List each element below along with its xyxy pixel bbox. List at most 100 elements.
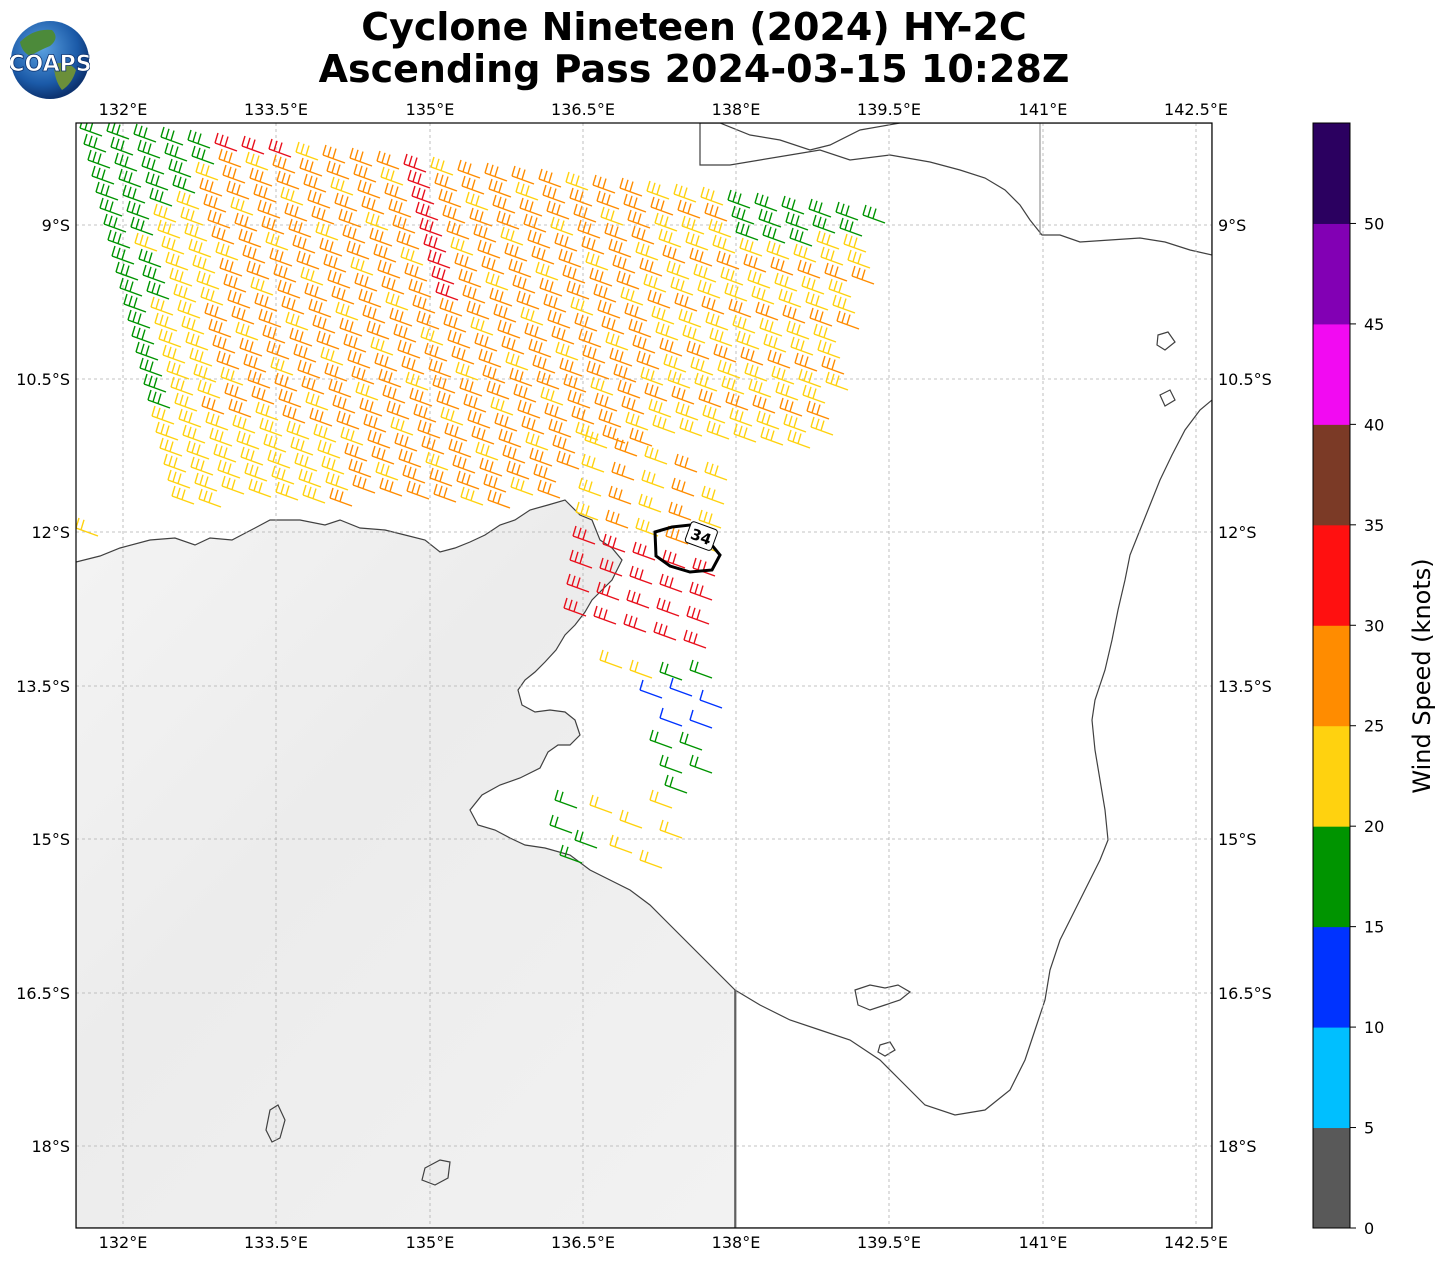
wind-barb [186,440,210,460]
wind-barb [543,293,567,313]
wind-barb [805,291,829,311]
wind-barb [146,280,170,300]
wind-barb [178,408,202,428]
wind-barb [324,362,348,382]
wind-barb [481,255,505,275]
wind-barb [294,452,318,472]
wind-barb [288,218,312,238]
wind-barb [678,308,702,328]
wind-barb [91,165,115,185]
lat-tick-label: 13.5°S [1218,677,1272,696]
wind-barb [209,427,233,447]
wind-barb [151,405,175,425]
wind-barb [332,394,356,414]
wind-barb [786,320,810,340]
wind-barb [700,186,724,206]
wind-barb [651,305,675,325]
wind-barb [502,444,526,464]
wind-barb [228,398,252,418]
wind-barb [721,375,745,395]
lat-tick-label: 12°S [31,523,70,542]
wind-barb [690,356,714,376]
wind-barb [808,198,832,218]
colorbar-segment [1313,1127,1350,1229]
lon-tick-label: 133.5°E [244,1233,308,1252]
wind-barb [423,233,447,253]
colorbar-tick-label: 0 [1364,1219,1374,1238]
wind-barb [107,229,131,249]
wind-barb [486,380,510,400]
wind-barb [574,312,598,332]
wind-barb [604,222,628,242]
wind-barb [299,157,323,177]
wind-barb [809,307,833,327]
wind-barb [316,330,340,350]
wind-barb [375,461,399,481]
wind-barb [562,264,586,284]
wind-barb [659,573,683,593]
colorbar-tick-label: 5 [1364,1119,1374,1138]
wind-barb [189,347,213,367]
wind-barb [135,341,159,361]
wind-barb [640,366,664,386]
wind-barb [154,312,178,332]
wind-barb [415,201,439,221]
wind-barb [336,410,360,430]
wind-barb [659,754,683,774]
wind-barb [766,240,790,260]
wind-barb [605,509,629,529]
wind-barb [171,485,195,505]
wind-barb [644,445,668,465]
wind-barb [83,133,107,153]
wind-barb [600,206,624,226]
wind-barb [847,249,871,269]
wind-barb [323,253,347,273]
wind-barb [828,278,852,298]
wind-barb [424,342,448,362]
wind-barb [195,161,219,181]
lat-tick-label: 16.5°S [1218,984,1272,1003]
wind-barb [789,227,813,247]
contour-label: 34 [684,521,718,551]
wind-barb [457,159,481,179]
wind-barb [517,399,541,419]
wind-barb [527,229,551,249]
wind-barb [185,331,209,351]
wind-barb [504,242,528,262]
wind-barb [596,190,620,210]
wind-barb [843,233,867,253]
wind-barb [123,293,147,313]
lon-tick-label: 135°E [406,1233,455,1252]
wind-barb [689,709,713,729]
wind-barb [498,428,522,448]
wind-barb [626,589,650,609]
wind-barb [511,165,535,185]
wind-barb [616,270,640,290]
wind-barb [245,151,269,171]
wind-barb [728,298,752,318]
wind-barb [787,429,811,449]
colorbar-segment [1313,524,1350,626]
wind-barb [384,182,408,202]
wind-barb [756,410,780,430]
wind-barb [182,424,206,444]
wind-barb [482,364,506,384]
wind-barb [614,437,638,457]
colorbar-tick-label: 40 [1364,415,1384,434]
wind-barb [525,431,549,451]
wind-barb [200,286,224,306]
wind-barb [656,597,680,617]
wind-barb [340,426,364,446]
wind-barb [443,313,467,333]
wind-barb [211,225,235,245]
wind-barb [535,261,559,281]
wind-barb [103,213,127,233]
wind-barb [473,223,497,243]
wind-barb [180,206,204,226]
wind-barb [325,471,349,491]
wind-barb [701,485,725,505]
wind-barb [270,356,294,376]
wind-barb [286,420,310,440]
wind-barb [613,363,637,383]
